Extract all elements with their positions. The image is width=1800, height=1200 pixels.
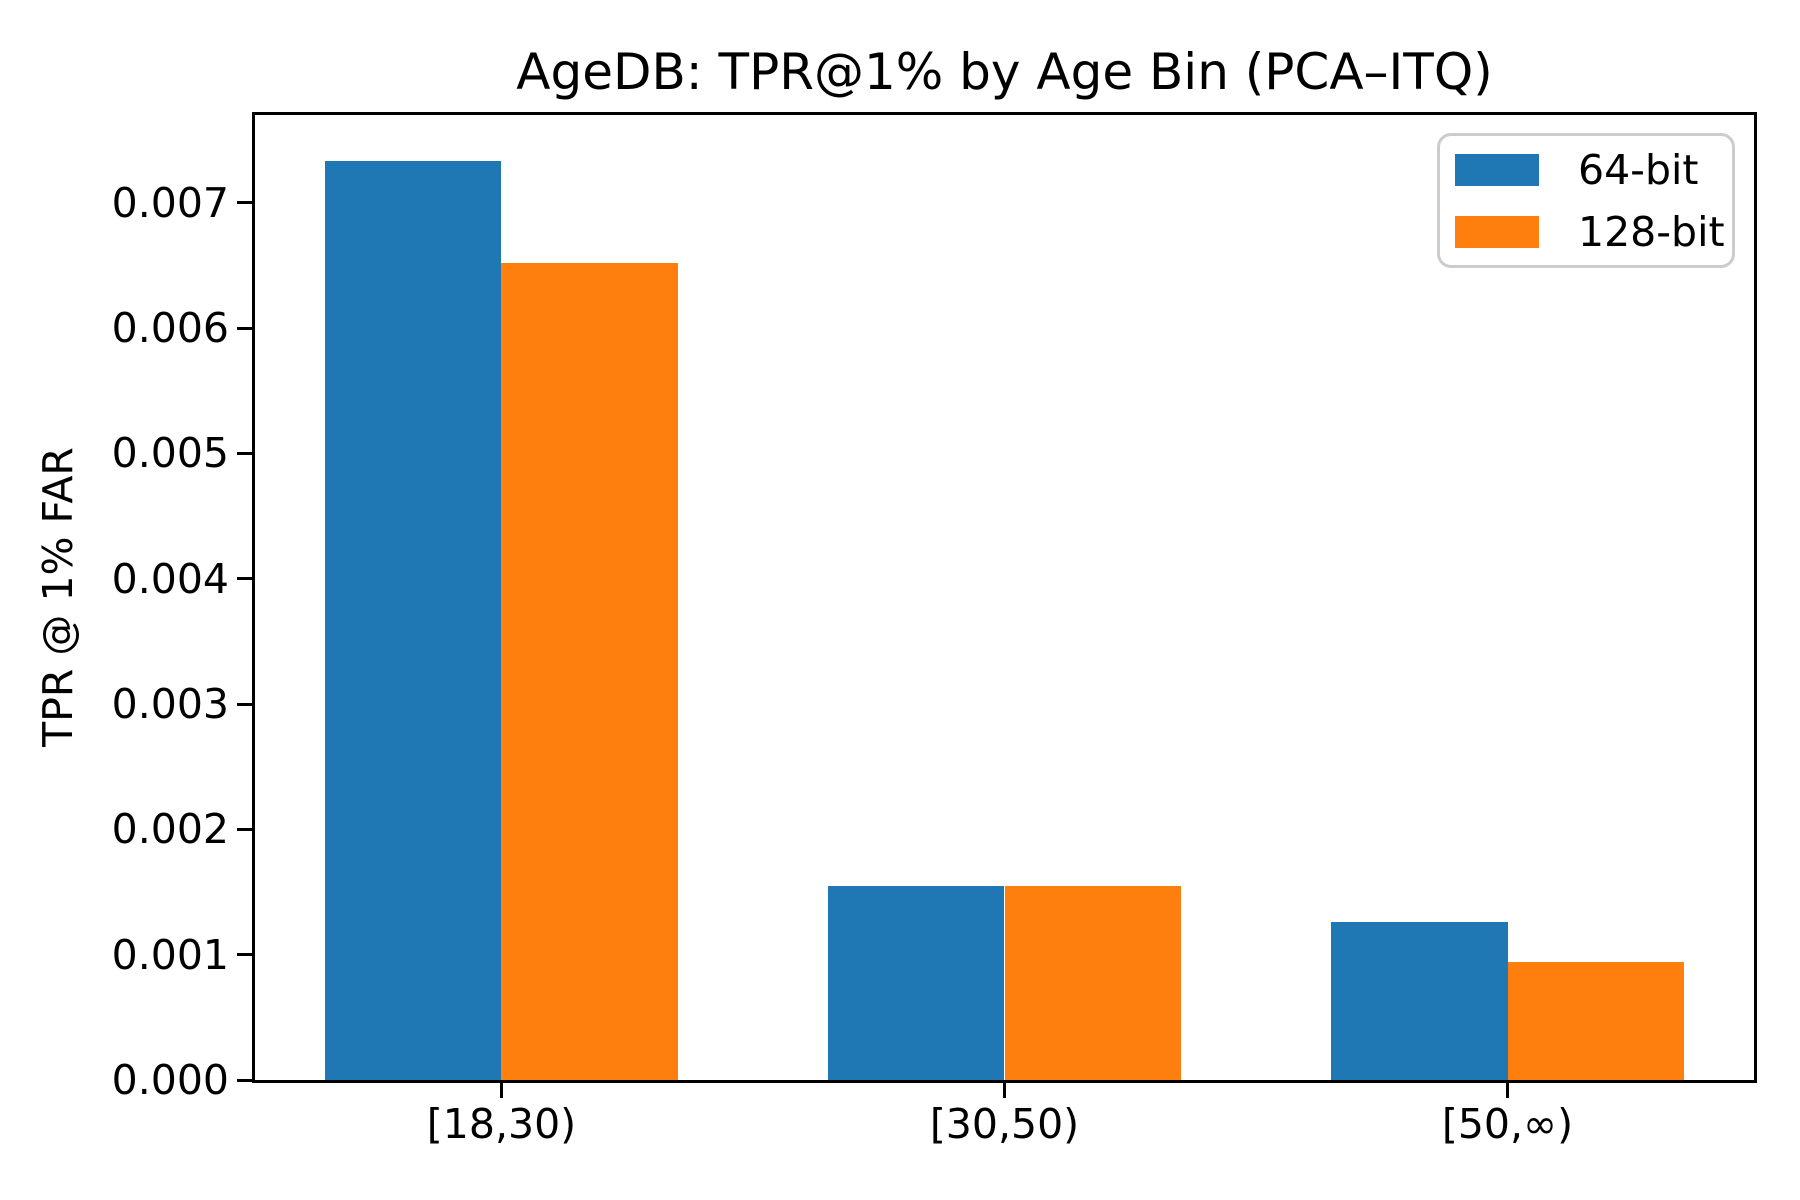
x-tick-label: [50,∞) bbox=[1441, 1100, 1574, 1148]
y-tick-label: 0.007 bbox=[111, 178, 229, 227]
legend-swatch-icon bbox=[1455, 153, 1539, 186]
legend-swatch-icon bbox=[1455, 215, 1539, 248]
y-tick bbox=[237, 451, 252, 455]
y-tick bbox=[237, 326, 252, 330]
x-tick bbox=[1506, 1083, 1510, 1098]
y-tick bbox=[237, 953, 252, 957]
y-tick-label: 0.005 bbox=[111, 429, 229, 478]
bar-64-bit-[50,∞) bbox=[1331, 922, 1508, 1080]
y-tick bbox=[237, 201, 252, 205]
y-tick-label: 0.003 bbox=[111, 680, 229, 729]
y-tick-label: 0.004 bbox=[111, 554, 229, 603]
bar-128-bit-[18,30) bbox=[501, 262, 678, 1080]
y-tick bbox=[237, 1078, 252, 1082]
y-tick bbox=[237, 702, 252, 706]
y-tick bbox=[237, 827, 252, 831]
y-tick-label: 0.000 bbox=[111, 1056, 229, 1104]
legend-label: 64-bit bbox=[1578, 145, 1699, 194]
y-tick-label: 0.001 bbox=[111, 930, 229, 979]
x-tick bbox=[499, 1083, 503, 1098]
legend-label: 128-bit bbox=[1578, 207, 1725, 256]
y-tick bbox=[237, 577, 252, 581]
chart-title: AgeDB: TPR@1% by Age Bin (PCA–ITQ) bbox=[516, 43, 1493, 101]
bar-64-bit-[18,30) bbox=[325, 161, 502, 1080]
plot-area bbox=[252, 112, 1757, 1083]
bar-128-bit-[30,50) bbox=[1004, 885, 1181, 1080]
x-tick-label: [30,50) bbox=[929, 1100, 1080, 1148]
legend: 64-bit 128-bit bbox=[1437, 133, 1735, 268]
bar-64-bit-[30,50) bbox=[828, 885, 1005, 1080]
x-tick bbox=[1003, 1083, 1006, 1098]
x-tick-label: [18,30) bbox=[426, 1100, 577, 1148]
bar-128-bit-[50,∞) bbox=[1507, 962, 1684, 1080]
legend-row-128-bit: 128-bit bbox=[1440, 208, 1732, 256]
y-tick-label: 0.002 bbox=[111, 805, 229, 854]
y-tick-label: 0.006 bbox=[111, 304, 229, 353]
legend-row-64-bit: 64-bit bbox=[1440, 146, 1732, 194]
